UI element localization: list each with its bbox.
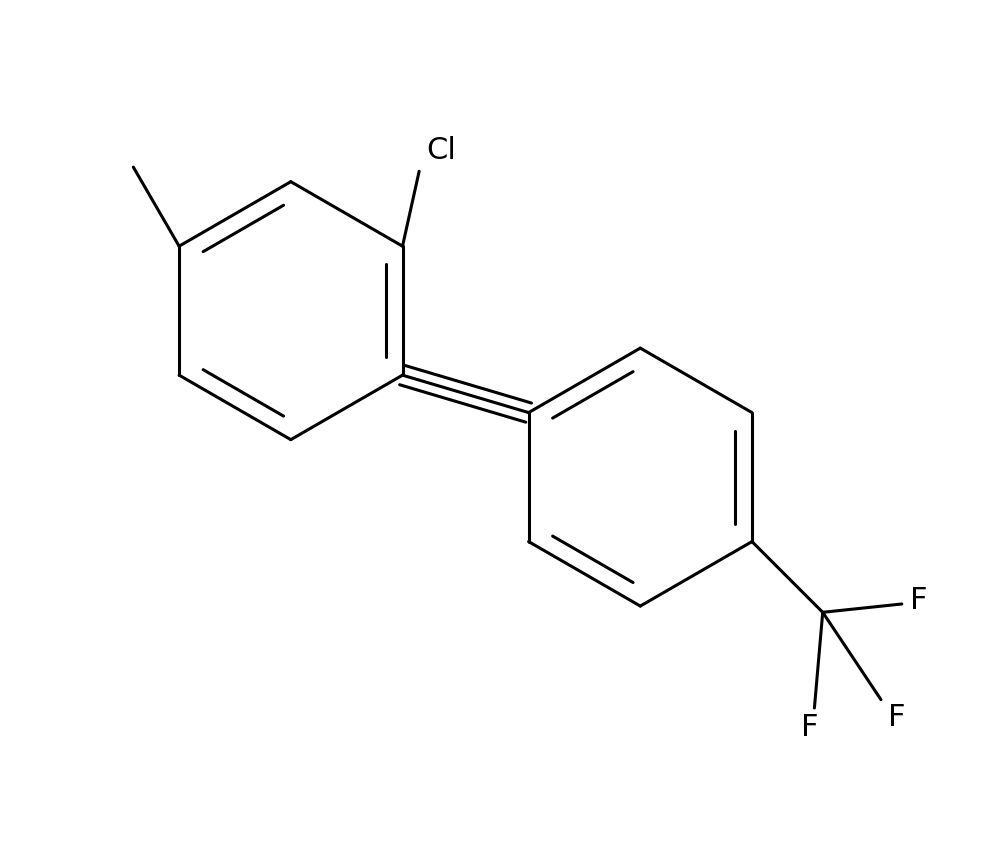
- Text: F: F: [802, 713, 819, 742]
- Text: F: F: [910, 586, 928, 615]
- Text: Cl: Cl: [426, 135, 456, 165]
- Text: F: F: [887, 703, 905, 732]
